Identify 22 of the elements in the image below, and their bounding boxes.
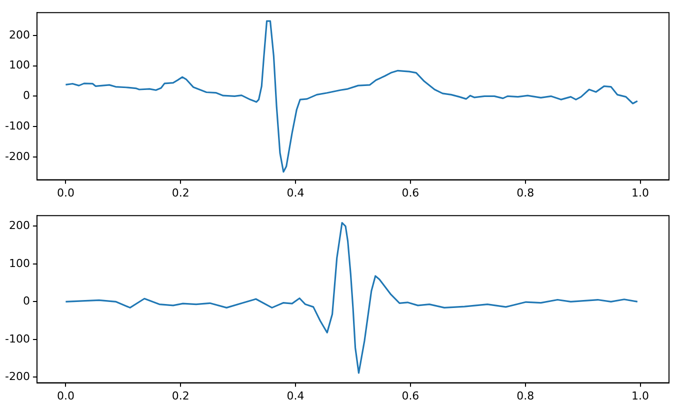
x-tick-label: 0.4 [286,389,304,402]
y-tick-label: -100 [4,119,30,132]
x-tick-label: 0.6 [402,186,420,200]
x-tick-label: 1.0 [632,186,650,200]
x-tick-label: 1.0 [632,389,650,402]
x-tick-label: 0.2 [172,186,190,200]
y-tick-label: 0 [22,89,30,102]
x-tick-label: 0.6 [402,389,420,402]
y-tick-label: 100 [8,256,30,270]
y-tick-label: 200 [8,28,30,42]
y-tick-label: -200 [4,370,30,383]
x-tick-label: 0.2 [172,389,190,402]
x-tick-label: 0.0 [56,186,74,200]
x-tick-label: 0.4 [286,186,304,200]
y-tick-label: 100 [8,58,30,72]
x-tick-label: 0.8 [516,389,534,402]
y-tick-label: -200 [4,150,30,163]
y-tick-label: 200 [8,219,30,232]
x-tick-label: 0.0 [56,389,74,402]
x-tick-label: 0.8 [516,186,534,200]
y-tick-label: 0 [22,294,30,308]
y-tick-label: -100 [4,332,30,346]
